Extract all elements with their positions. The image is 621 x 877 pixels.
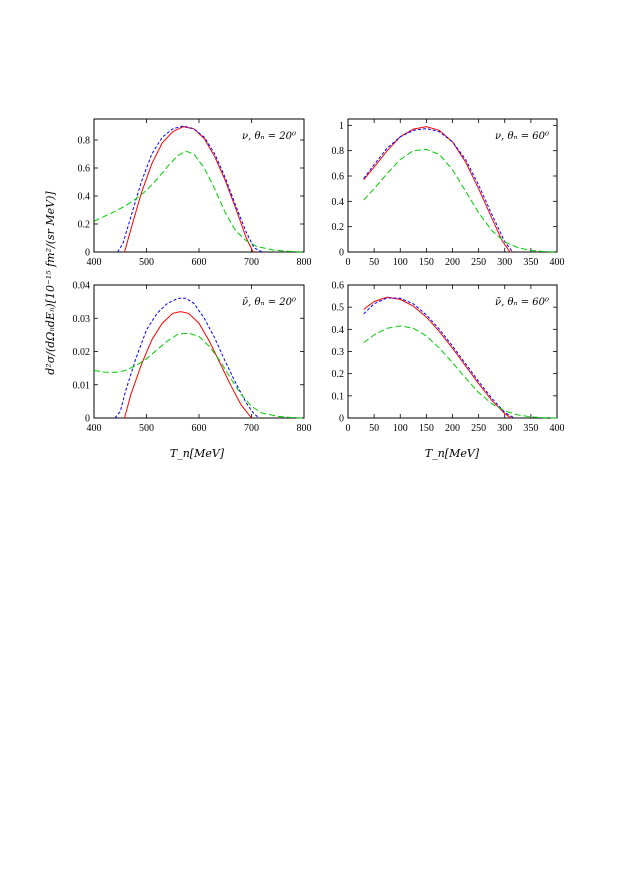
x-tick-label: 800 — [297, 257, 312, 268]
x-tick-label: 500 — [139, 423, 154, 434]
series-line-2 — [363, 127, 513, 253]
y-tick-label: 0.1 — [332, 391, 345, 402]
y-tick-label: 0.3 — [332, 347, 345, 358]
x-tick-label: 300 — [497, 257, 512, 268]
series-line-3 — [363, 325, 558, 419]
y-tick-label: 0.5 — [332, 303, 345, 314]
panel-annotation: ν, θₙ = 20⁰ — [242, 131, 296, 142]
panel-2: 0 50 100 150 200 250 300 350 400 0 0.2 0.4 0.6 0.8 1 ν,… — [332, 118, 565, 268]
x-tick-label: 400 — [550, 423, 565, 434]
series-line-3 — [93, 332, 305, 419]
y-tick-label: 0.2 — [332, 369, 345, 380]
y-tick-label: 0.6 — [78, 164, 91, 175]
y-tick-label: 0.4 — [332, 325, 345, 336]
panel-1: 400 500 600 700 800 0 0.2 0.4 0.6 0.8 ν, θₙ = 20⁰ — [78, 118, 312, 268]
x-axis-label-left: T_n[MeV] — [170, 447, 225, 460]
series-line-2 — [363, 297, 515, 419]
x-axis-label-right: T_n[MeV] — [425, 447, 480, 460]
y-tick-label: 0 — [339, 248, 344, 259]
series-line-1 — [363, 126, 511, 253]
x-tick-label: 350 — [523, 423, 538, 434]
series-line-2 — [117, 125, 263, 253]
y-tick-label: 0 — [85, 414, 90, 425]
x-tick-label: 250 — [471, 423, 486, 434]
y-tick-label: 0.2 — [78, 220, 91, 231]
x-tick-label: 700 — [244, 423, 259, 434]
y-tick-label: 0 — [339, 414, 344, 425]
x-tick-label: 400 — [87, 257, 102, 268]
y-tick-label: 0.6 — [332, 172, 345, 183]
panel-annotation: ν̄, θₙ = 60⁰ — [495, 297, 549, 308]
series-line-1 — [124, 311, 252, 419]
y-axis-label: d²σ/(dΩₙdEₙ)[10⁻¹⁵ fm²/(sr MeV)] — [44, 191, 57, 375]
y-tick-label: 0 — [85, 248, 90, 259]
x-tick-label: 600 — [192, 257, 207, 268]
x-tick-label: 800 — [297, 423, 312, 434]
x-tick-label: 400 — [87, 423, 102, 434]
x-tick-label: 0 — [346, 423, 351, 434]
x-tick-label: 100 — [393, 423, 408, 434]
series-line-1 — [124, 126, 254, 253]
x-tick-label: 400 — [550, 257, 565, 268]
y-tick-label: 0.4 — [332, 197, 345, 208]
series-line-2 — [114, 297, 260, 419]
panel-annotation: ν, θₙ = 60⁰ — [495, 131, 549, 142]
panel-4: 0 50 100 150 200 250 300 350 400 0 0.1 0.2 0.3 0.4 0.5… — [332, 281, 565, 435]
x-tick-label: 700 — [244, 257, 259, 268]
y-tick-label: 0.03 — [73, 314, 91, 325]
x-tick-label: 50 — [369, 423, 379, 434]
series-line-1 — [363, 296, 512, 419]
y-tick-label: 0.6 — [332, 281, 345, 292]
x-tick-label: 200 — [445, 423, 460, 434]
x-tick-label: 0 — [346, 257, 351, 268]
series-line-3 — [93, 150, 305, 253]
x-tick-label: 200 — [445, 257, 460, 268]
y-tick-label: 0.2 — [332, 222, 345, 233]
y-tick-label: 0.8 — [78, 136, 91, 147]
y-tick-label: 0.01 — [73, 380, 91, 391]
panel-3: 400 500 600 700 800 0 0.01 0.02 0.03 0.04 ν̄, θₙ =… — [73, 281, 312, 435]
x-tick-label: 150 — [419, 423, 434, 434]
x-tick-label: 50 — [369, 257, 379, 268]
y-tick-label: 0.4 — [78, 192, 91, 203]
series-line-3 — [363, 148, 558, 253]
y-tick-label: 0.02 — [73, 347, 91, 358]
x-tick-label: 500 — [139, 257, 154, 268]
panel-annotation: ν̄, θₙ = 20⁰ — [242, 297, 296, 308]
y-tick-label: 0.04 — [73, 281, 91, 292]
x-tick-label: 150 — [419, 257, 434, 268]
x-tick-label: 300 — [497, 423, 512, 434]
x-tick-label: 600 — [192, 423, 207, 434]
x-tick-label: 250 — [471, 257, 486, 268]
y-tick-label: 1 — [339, 121, 344, 132]
y-tick-label: 0.8 — [332, 146, 345, 157]
x-tick-label: 350 — [523, 257, 538, 268]
x-tick-label: 100 — [393, 257, 408, 268]
